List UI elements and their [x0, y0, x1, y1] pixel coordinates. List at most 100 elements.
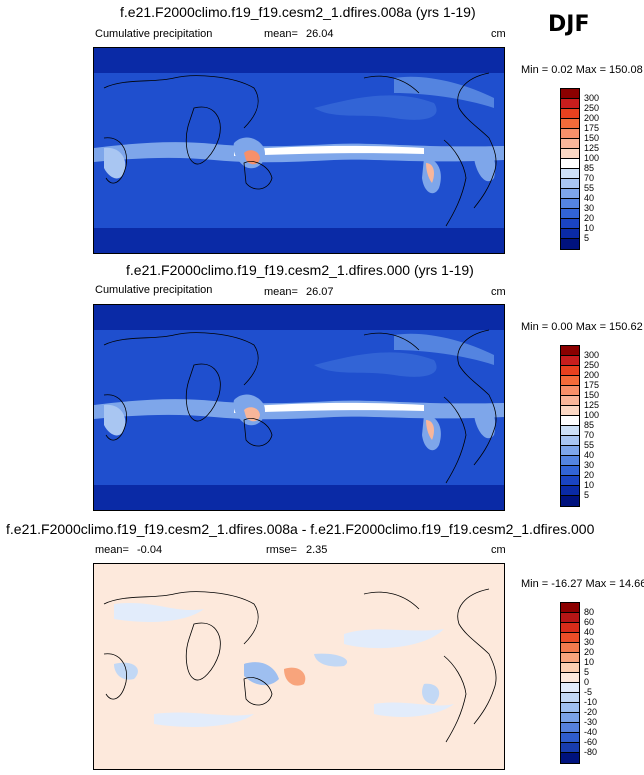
- panel-2-title: f.e21.F2000climo.f19_f19.cesm2_1.dfires.…: [126, 262, 474, 278]
- panel-2-precip-field: [94, 305, 504, 510]
- colorbar-swatch: [561, 109, 579, 119]
- panel-2-tick: 200: [584, 370, 600, 380]
- colorbar-swatch: [561, 743, 579, 753]
- colorbar-swatch: [561, 169, 579, 179]
- colorbar-swatch: [561, 366, 579, 376]
- colorbar-swatch: [561, 643, 579, 653]
- panel-3-colorbar-labels: 80 60 40 30 20 10 5 0 -5 -10 -20 -30 -40…: [584, 602, 624, 762]
- colorbar-swatch: [561, 603, 579, 613]
- panel-1-tick: 70: [584, 173, 595, 183]
- panel-3-tick: -5: [584, 687, 593, 697]
- colorbar-swatch: [561, 119, 579, 129]
- panel-1-colorbar: [560, 88, 580, 250]
- panel-2-tick: 300: [584, 350, 600, 360]
- panel-1-tick: 30: [584, 203, 595, 213]
- panel-3-tick: -30: [584, 717, 598, 727]
- panel-2-tick: 20: [584, 470, 595, 480]
- colorbar-swatch: [561, 356, 579, 366]
- panel-3-units: cm: [491, 544, 506, 556]
- panel-1-tick: 175: [584, 123, 600, 133]
- panel-3-tick: 10: [584, 657, 595, 667]
- colorbar-swatch: [561, 446, 579, 456]
- colorbar-swatch: [561, 396, 579, 406]
- panel-3-mean-label: mean=: [95, 544, 129, 556]
- colorbar-swatch: [561, 633, 579, 643]
- panel-1-tick: 200: [584, 113, 600, 123]
- panel-2-tick: 40: [584, 450, 595, 460]
- colorbar-swatch: [561, 139, 579, 149]
- panel-2-tick: 55: [584, 440, 595, 450]
- panel-1-tick: 85: [584, 163, 595, 173]
- colorbar-swatch: [561, 693, 579, 703]
- colorbar-swatch: [561, 703, 579, 713]
- panel-1-tick: 10: [584, 223, 595, 233]
- panel-1-title: f.e21.F2000climo.f19_f19.cesm2_1.dfires.…: [120, 4, 476, 20]
- colorbar-swatch: [561, 653, 579, 663]
- panel-2-tick: 125: [584, 400, 600, 410]
- panel-2-tick: 10: [584, 480, 595, 490]
- panel-3-tick: 0: [584, 677, 590, 687]
- colorbar-swatch: [561, 209, 579, 219]
- colorbar-swatch: [561, 199, 579, 209]
- panel-3-map: [93, 563, 505, 770]
- panel-2-map: [93, 304, 505, 511]
- panel-2-mean-label: mean=: [264, 286, 298, 298]
- colorbar-swatch: [561, 456, 579, 466]
- colorbar-swatch: [561, 346, 579, 356]
- season-label: DJF: [548, 12, 590, 37]
- panel-3-rmse-value: 2.35: [306, 544, 328, 556]
- panel-2-tick: 70: [584, 430, 595, 440]
- panel-3-minmax: Min = -16.27 Max = 14.66: [521, 578, 644, 590]
- colorbar-swatch: [561, 189, 579, 199]
- panel-2-tick: 250: [584, 360, 600, 370]
- colorbar-swatch: [561, 89, 579, 99]
- panel-2-units: cm: [491, 286, 506, 298]
- panel-2-mean-value: 26.07: [306, 286, 334, 298]
- panel-3-tick: 60: [584, 617, 595, 627]
- panel-3-mean-value: -0.04: [137, 544, 163, 556]
- panel-1-mean-value: 26.04: [306, 28, 334, 40]
- colorbar-swatch: [561, 376, 579, 386]
- panel-2-tick: 30: [584, 460, 595, 470]
- colorbar-swatch: [561, 496, 579, 506]
- colorbar-swatch: [561, 683, 579, 693]
- panel-3-tick: -10: [584, 697, 598, 707]
- panel-3-tick: -40: [584, 727, 598, 737]
- panel-1-tick: 150: [584, 133, 600, 143]
- colorbar-swatch: [561, 219, 579, 229]
- panel-2-tick: 175: [584, 380, 600, 390]
- colorbar-swatch: [561, 239, 579, 249]
- colorbar-swatch: [561, 713, 579, 723]
- panel-3-tick: -60: [584, 737, 598, 747]
- panel-1-colorbar-labels: 300 250 200 175 150 125 100 85 70 55 40 …: [584, 88, 624, 248]
- colorbar-swatch: [561, 406, 579, 416]
- panel-3-tick: 5: [584, 667, 590, 677]
- colorbar-swatch: [561, 416, 579, 426]
- colorbar-swatch: [561, 179, 579, 189]
- colorbar-swatch: [561, 466, 579, 476]
- panel-2-minmax: Min = 0.00 Max = 150.62: [521, 321, 643, 333]
- panel-3-colorbar: [560, 602, 580, 764]
- panel-2-colorbar: [560, 345, 580, 507]
- colorbar-swatch: [561, 159, 579, 169]
- panel-3-title: f.e21.F2000climo.f19_f19.cesm2_1.dfires.…: [6, 521, 595, 537]
- panel-1-precip-field: [94, 48, 504, 253]
- panel-3-rmse-label: rmse=: [266, 544, 297, 556]
- colorbar-swatch: [561, 733, 579, 743]
- colorbar-swatch: [561, 386, 579, 396]
- colorbar-swatch: [561, 476, 579, 486]
- panel-1-variable: Cumulative precipitation: [95, 28, 213, 40]
- colorbar-swatch: [561, 723, 579, 733]
- colorbar-swatch: [561, 753, 579, 763]
- colorbar-swatch: [561, 129, 579, 139]
- panel-3-tick: 30: [584, 637, 595, 647]
- colorbar-swatch: [561, 613, 579, 623]
- panel-2-tick: 5: [584, 490, 590, 500]
- panel-1-mean-label: mean=: [264, 28, 298, 40]
- panel-3-tick: -80: [584, 747, 598, 757]
- panel-3-tick: -20: [584, 707, 598, 717]
- panel-2-variable: Cumulative precipitation: [95, 284, 213, 296]
- panel-3-tick: 80: [584, 607, 595, 617]
- panel-2-tick: 150: [584, 390, 600, 400]
- panel-2-colorbar-labels: 300 250 200 175 150 125 100 85 70 55 40 …: [584, 345, 624, 505]
